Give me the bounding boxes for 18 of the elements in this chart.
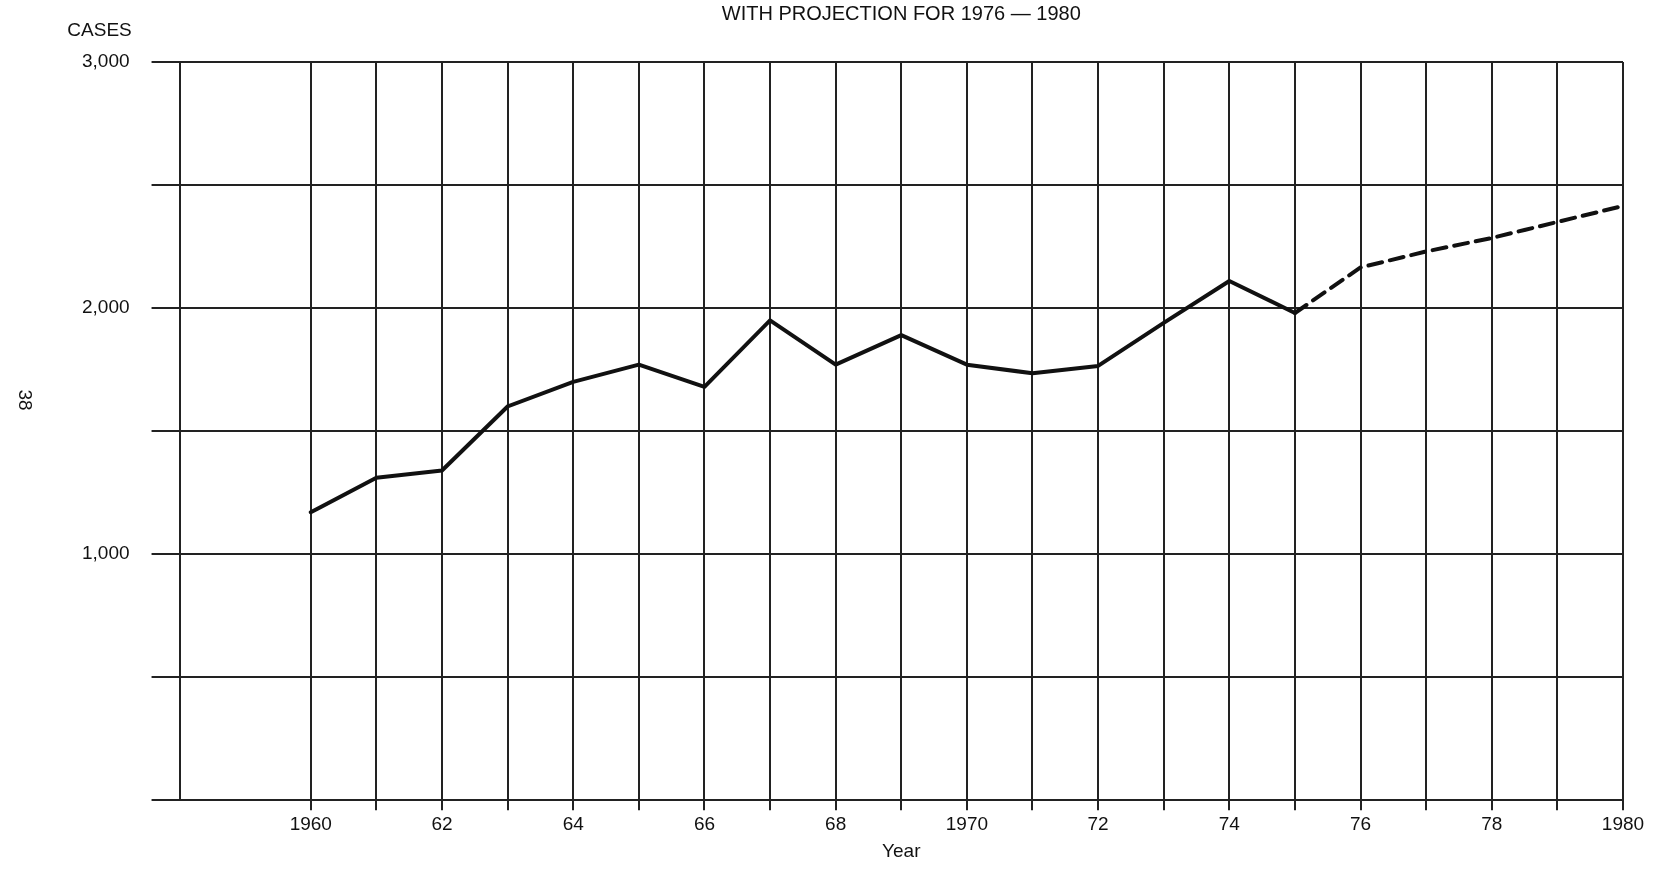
y-tick-label: 3,000 bbox=[82, 50, 130, 72]
x-tick-label: 68 bbox=[825, 812, 847, 834]
x-tick-label: 74 bbox=[1218, 812, 1241, 834]
x-tick-label: 1970 bbox=[945, 812, 989, 834]
x-tick-label: 66 bbox=[693, 812, 716, 834]
text: 38 bbox=[14, 389, 36, 411]
y-axis-title: CASES bbox=[67, 18, 132, 40]
x-tick-label: 1980 bbox=[1601, 812, 1645, 834]
chart-title: WITH PROJECTION FOR 1976 — 1980 bbox=[721, 1, 1081, 24]
y-tick-label: 2,000 bbox=[82, 296, 130, 318]
x-axis-title: Year bbox=[882, 839, 922, 861]
x-tick-label: 76 bbox=[1349, 812, 1372, 834]
x-tick-label: 1960 bbox=[289, 812, 332, 834]
x-tick-label: 72 bbox=[1087, 812, 1109, 834]
x-tick-label: 62 bbox=[431, 812, 453, 834]
y-tick-label: 1,000 bbox=[82, 542, 130, 564]
x-tick-label: 64 bbox=[562, 812, 585, 834]
x-tick-label: 78 bbox=[1481, 812, 1503, 834]
